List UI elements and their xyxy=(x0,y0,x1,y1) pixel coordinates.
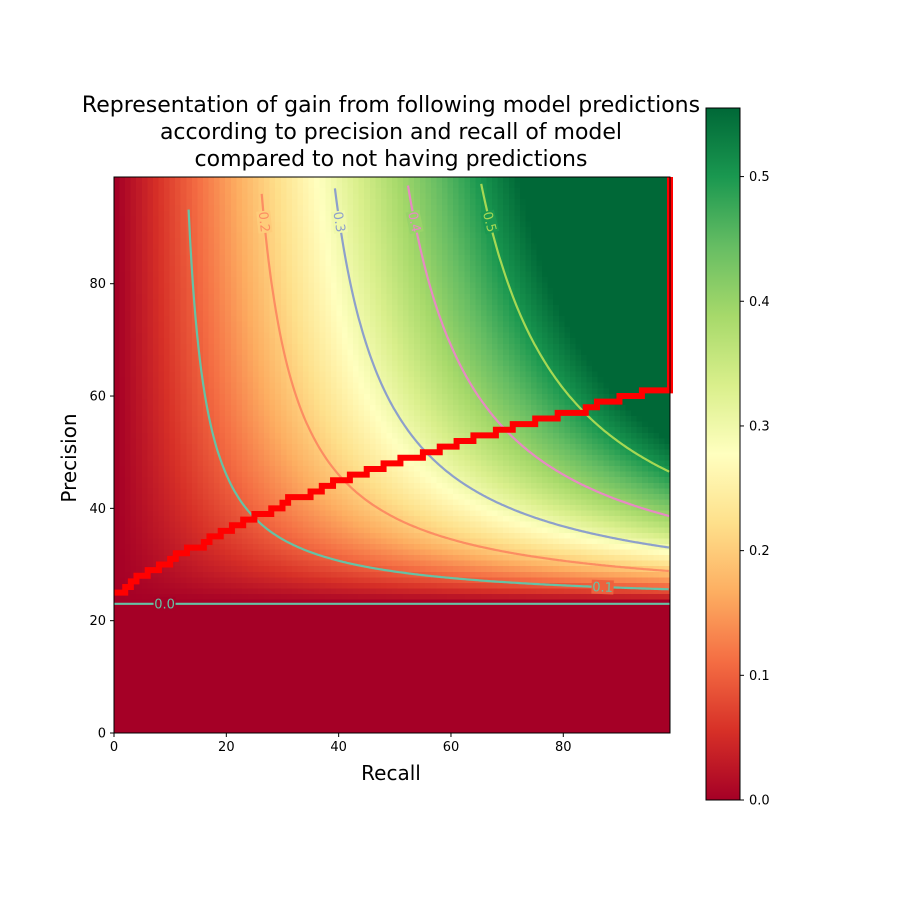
contour-line-0.1 xyxy=(187,209,669,591)
chart-title-line-1: Representation of gain from following mo… xyxy=(82,93,700,118)
contour-label-0.4: 0.4 xyxy=(404,210,423,233)
chart-title-line-2: according to precision and recall of mod… xyxy=(160,120,622,145)
contour-lines: 0.0 0.1 0.2 0.3 0.4 0.5 xyxy=(114,183,670,612)
x-tick-label-20: 20 xyxy=(218,740,235,755)
contour-label-bg-0.5 xyxy=(480,209,500,235)
contour-label-bg-0.3 xyxy=(330,209,349,234)
x-tick-label-60: 60 xyxy=(443,740,460,755)
contour-label-0.5: 0.5 xyxy=(479,210,499,234)
colorbar-tick-label-0.0: 0.0 xyxy=(749,794,770,809)
contour-line-0.5 xyxy=(480,183,670,473)
contour-label-bg-0.1 xyxy=(591,579,614,595)
contour-line-0.2 xyxy=(260,193,669,573)
contour-label-bg-0.2 xyxy=(256,210,273,234)
optimal-boundary-line xyxy=(114,177,673,596)
x-axis: 0 20 40 60 80 xyxy=(110,733,572,755)
x-axis-label: Recall xyxy=(361,761,421,785)
colorbar: 0.0 0.1 0.2 0.3 0.4 0.5 xyxy=(705,107,770,809)
y-tick-label-80: 80 xyxy=(89,277,106,292)
x-tick-label-0: 0 xyxy=(110,740,118,755)
y-tick-label-60: 60 xyxy=(89,390,106,405)
contour-label-bg-0.4 xyxy=(405,209,424,235)
x-tick-label-40: 40 xyxy=(330,740,347,755)
y-tick-label-20: 20 xyxy=(89,614,106,629)
colorbar-tick-label-0.1: 0.1 xyxy=(749,669,770,684)
colorbar-tick-label-0.2: 0.2 xyxy=(749,544,770,559)
contour-label-bg-0.0 xyxy=(153,596,176,611)
colorbar-tick-label-0.5: 0.5 xyxy=(749,170,770,185)
contour-line-0.3 xyxy=(333,188,670,549)
contour-label-0.1: 0.1 xyxy=(592,580,613,596)
heatmap xyxy=(114,177,670,733)
optimal-boundary xyxy=(114,177,673,596)
chart-title: Representation of gain from following mo… xyxy=(82,93,700,172)
y-axis: 0 20 40 60 80 xyxy=(89,277,114,742)
colorbar-gradient xyxy=(705,107,741,801)
contour-label-0.2: 0.2 xyxy=(255,211,272,233)
chart-title-line-3: compared to not having predictions xyxy=(195,147,588,172)
y-tick-label-40: 40 xyxy=(89,502,106,517)
heatmap-image xyxy=(114,177,670,733)
contour-line-0.4 xyxy=(406,185,670,518)
colorbar-tick-label-0.4: 0.4 xyxy=(749,295,770,310)
contour-label-0.3: 0.3 xyxy=(329,211,347,234)
plot-frame xyxy=(113,176,671,734)
colorbar-tick-label-0.3: 0.3 xyxy=(749,419,770,434)
y-tick-label-0: 0 xyxy=(98,727,106,742)
x-tick-label-80: 80 xyxy=(555,740,572,755)
y-axis-label: Precision xyxy=(57,413,81,502)
contour-label-0.0: 0.0 xyxy=(154,597,175,612)
